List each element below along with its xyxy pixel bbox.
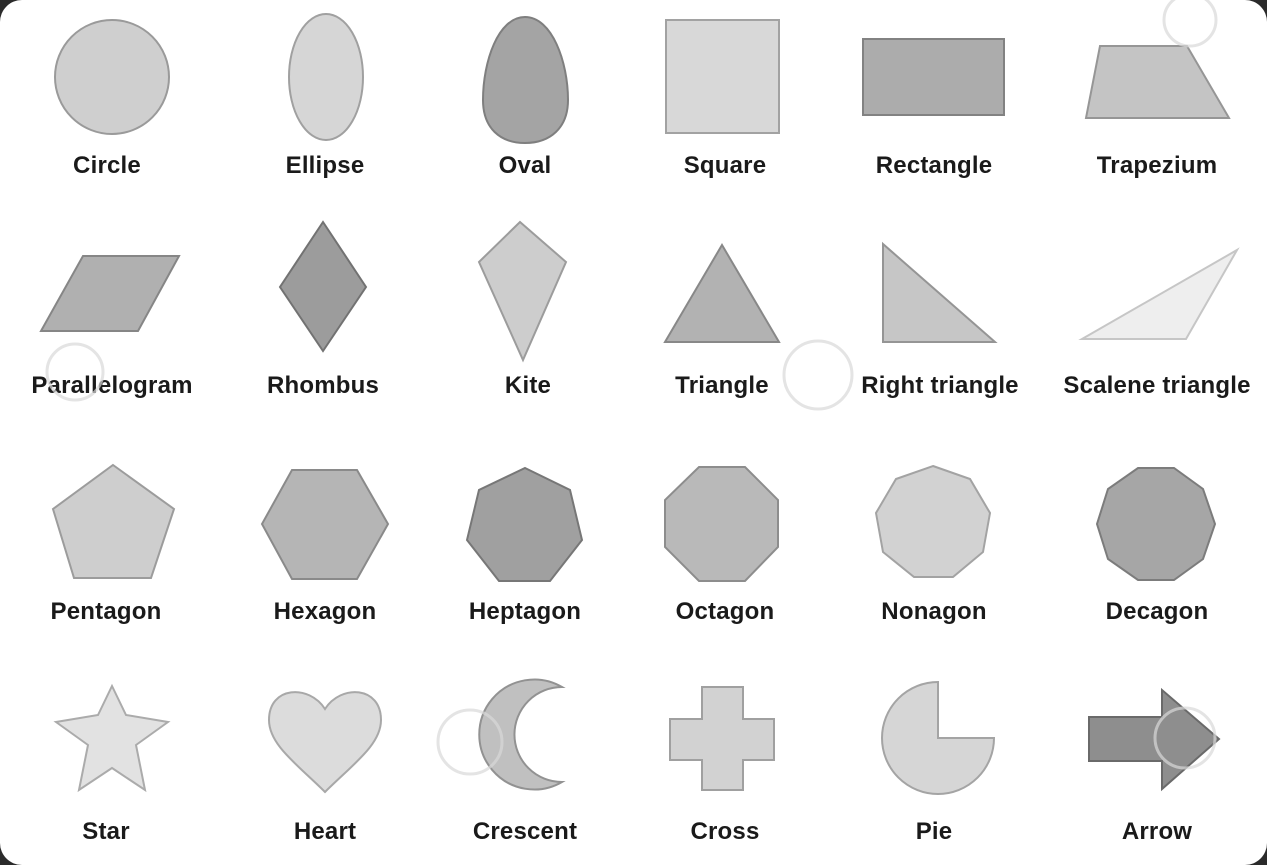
decagon-label: Decagon: [1105, 598, 1209, 625]
triangle-label: Triangle: [675, 372, 769, 399]
hexagon-label: Hexagon: [273, 598, 377, 625]
heptagon-label: Heptagon: [468, 598, 582, 625]
right-triangle-label: Right triangle: [861, 372, 1019, 399]
octagon-label: Octagon: [675, 598, 775, 625]
trapezium-label: Trapezium: [1096, 152, 1218, 179]
pie-label: Pie: [915, 818, 953, 845]
pentagon-label: Pentagon: [50, 598, 162, 625]
star-label: Star: [82, 818, 130, 845]
circle-label: Circle: [73, 152, 141, 179]
ellipse-label: Ellipse: [285, 152, 365, 179]
cross-label: Cross: [690, 818, 760, 845]
square-label: Square: [683, 152, 767, 179]
heart-label: Heart: [293, 818, 357, 845]
kite-label: Kite: [504, 372, 552, 399]
scalene-triangle-label: Scalene triangle: [1063, 372, 1251, 399]
rectangle-label: Rectangle: [875, 152, 993, 179]
rhombus-label: Rhombus: [266, 372, 380, 399]
arrow-label: Arrow: [1121, 818, 1193, 845]
oval-label: Oval: [498, 152, 552, 179]
nonagon-label: Nonagon: [881, 598, 987, 625]
crescent-label: Crescent: [472, 818, 578, 845]
